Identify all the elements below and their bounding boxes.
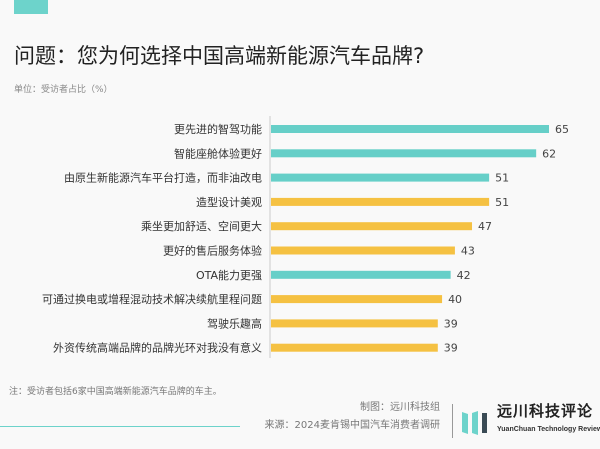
category-label: OTA能力更强 [196,268,262,282]
bar [271,319,438,328]
value-label: 43 [461,245,475,258]
logo-divider [452,404,453,438]
bar [271,343,438,352]
value-label: 51 [495,196,509,209]
value-label: 39 [444,317,458,330]
category-label: 外资传统高端品牌的品牌光环对我没有意义 [53,341,262,355]
divider-line [0,426,240,427]
category-label: 造型设计美观 [196,195,262,209]
category-label: 更先进的智驾功能 [174,122,262,136]
category-label: 乘坐更加舒适、空间更大 [141,219,262,233]
credit-maker: 制图：远川科技组 [360,402,440,413]
bar-chart: 更先进的智驾功能 65 智能座舱体验更好 62 由原生新能源汽车平台打造，而非油改电 51… [42,116,569,358]
value-label: 51 [495,172,509,185]
value-label: 40 [448,293,462,306]
bar [271,197,490,206]
bar [271,173,490,182]
footnote: 注：受访者包括6家中国高端新能源汽车品牌的车主。 [9,387,222,397]
bar [271,125,549,133]
value-label: 42 [457,269,471,282]
bar [271,270,451,279]
logo-icon [462,411,487,435]
accent-bar [14,0,48,14]
category-label: 由原生新能源汽车平台打造，而非油改电 [64,171,262,185]
bar [271,222,473,231]
bar [271,295,443,304]
category-label: 更好的售后服务体验 [163,244,262,258]
value-label: 39 [444,342,458,355]
category-label: 可通过换电或增程混动技术解决续航里程问题 [42,292,262,306]
category-label: 驾驶乐趣高 [207,316,262,330]
credit-source: 来源：2024麦肯锡中国汽车消费者调研 [264,420,440,431]
value-label: 47 [478,220,492,233]
value-label: 65 [555,123,569,136]
bar [271,246,455,255]
value-label: 62 [542,147,556,160]
logo-text-en: YuanChuan Technology Review [497,426,600,433]
unit-label: 单位：受访者占比（%） [14,85,113,95]
logo-text-cn: 远川科技评论 [497,402,594,420]
category-label: 智能座舱体验更好 [174,146,262,160]
chart-title: 问题：您为何选择中国高端新能源汽车品牌? [14,44,425,68]
bar [271,149,537,158]
